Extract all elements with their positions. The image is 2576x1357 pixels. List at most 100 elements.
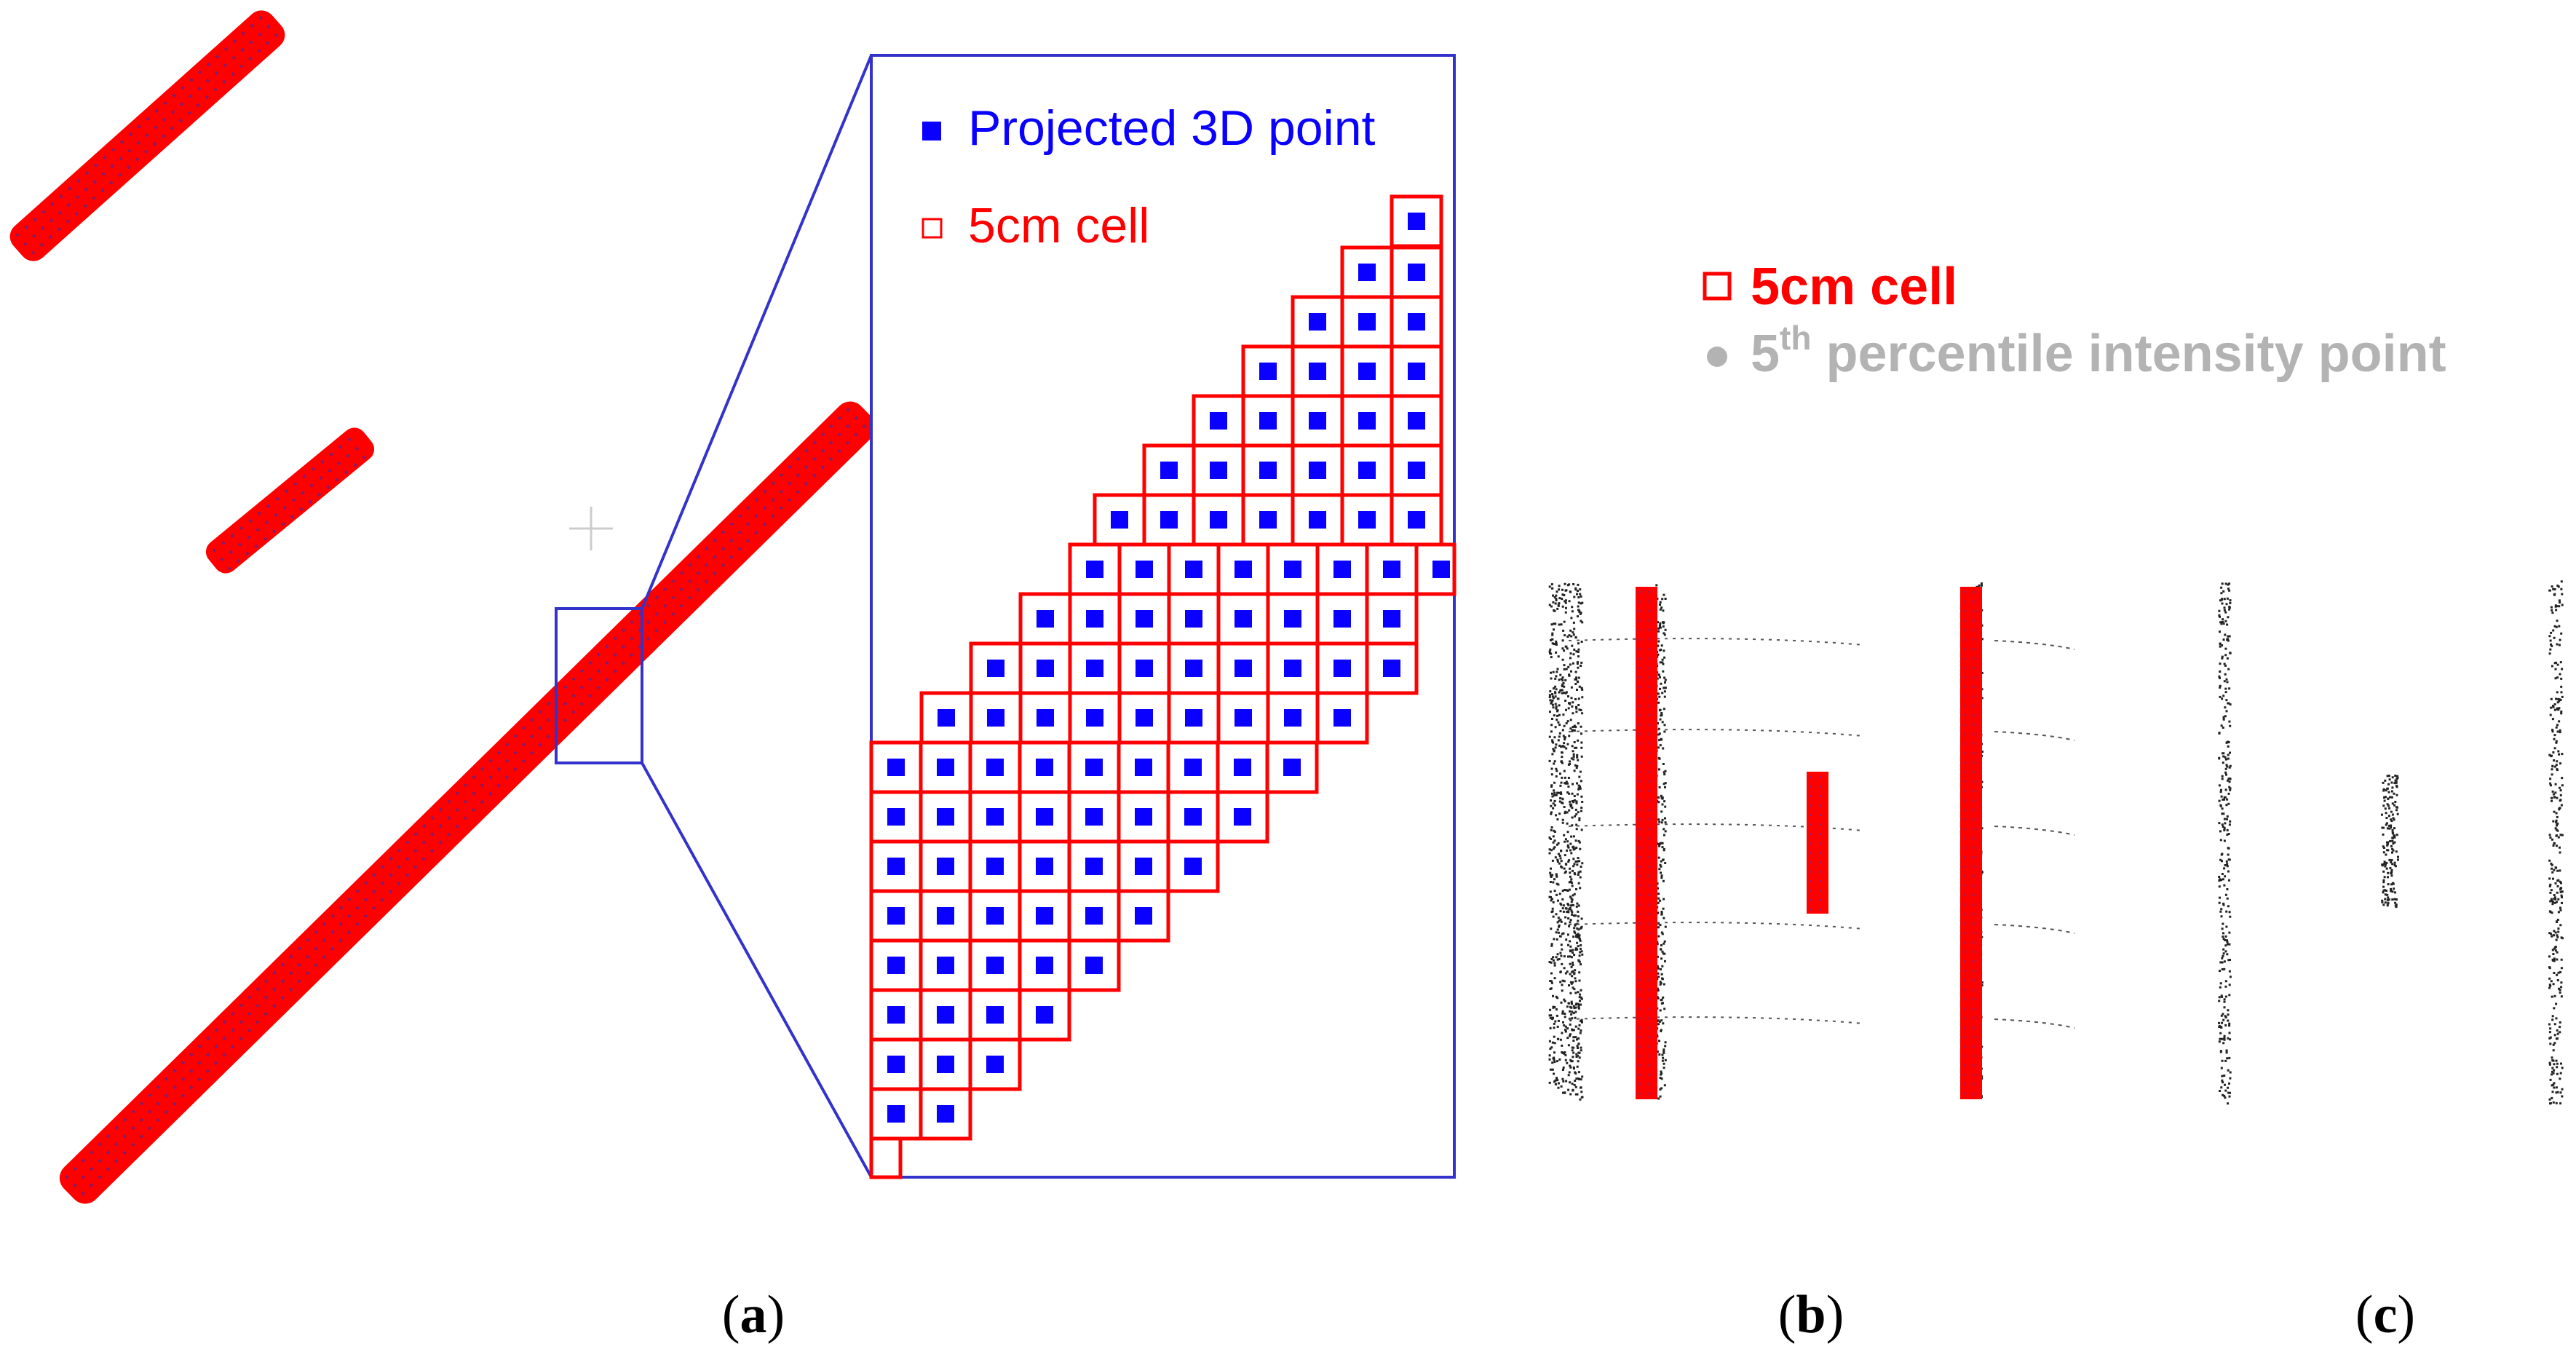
zoom-point [937,1105,954,1123]
zoom-point [1160,462,1178,479]
zoom-point [1185,660,1202,677]
zoom-point [1185,610,1202,628]
zoom-point [1259,363,1277,380]
zoom-point [986,759,1004,776]
zoom-point [1185,709,1202,727]
zoom-point [1383,561,1400,578]
strip-middle [205,427,375,574]
zoom-point [1358,412,1376,430]
panel-b-cell-column-right [1960,587,1982,1099]
caption-c: (c) [2355,1285,2415,1345]
zoom-point [1135,759,1152,776]
panel-b-trace [1568,729,1864,737]
zoom-point [1036,957,1053,974]
zoom-point [1259,511,1277,529]
panel-c-left-points [2218,582,2232,1105]
zoom-cell [1340,394,1394,448]
zoom-point [887,1006,905,1024]
zoom-point [1283,759,1301,776]
zoom-point [1037,610,1054,628]
zoom-point [1259,462,1277,479]
panel-b-cell-column-right-band [1960,587,1982,1099]
zoom-point [1136,610,1153,628]
panel-b-trace [1568,922,1864,930]
zoom-point [986,1056,1004,1073]
zoom-point [987,709,1004,727]
zoom-point [1383,660,1400,677]
zoom-point [1135,808,1152,826]
zoom-cell [869,1136,903,1179]
zoom-point [1408,363,1425,380]
zoom-point [1135,907,1152,925]
zoom-point [1085,957,1103,974]
zoom-point [1235,660,1252,677]
zoom-point [1309,462,1326,479]
zoom-point [937,1006,954,1024]
red-square-outline-icon [922,218,943,239]
zoom-cell [1018,988,1071,1042]
zoom-point [887,808,905,826]
zoom-point [1408,412,1425,430]
red-square-outline-icon [1703,272,1732,301]
zoom-point [1333,660,1351,677]
zoom-point [887,907,905,925]
zoom-point [1408,313,1425,331]
zoom-legend-cell-label: 5cm cell [968,198,1149,253]
zoom-point [986,858,1004,875]
zoom-point [1085,858,1103,875]
caption-a-open: ( [722,1285,740,1345]
zoom-point [887,1105,905,1123]
panel-b-trace [1568,1016,1864,1024]
zoom-point [1086,709,1103,727]
zoom-point [937,1056,954,1073]
zoom-point [1085,759,1103,776]
panel-b: 5cm cell 5th percentile intensity point [1548,258,2446,1101]
panel-b-trace [1994,826,2075,836]
zoom-point [1358,264,1376,281]
zoom-point [1185,561,1202,578]
panel-b-legend-percentile-label: 5th percentile intensity point [1751,319,2446,383]
panel-b-trace [1994,924,2075,934]
caption-c-close: ) [2397,1285,2415,1345]
zoom-point [1309,412,1326,430]
strip-middle-band [205,427,375,574]
zoom-point [887,858,905,875]
grey-dot-icon [1707,347,1727,367]
caption-c-open: ( [2355,1285,2374,1345]
zoom-source-box [555,607,643,764]
zoom-connector-bottom [641,762,873,1178]
zoom-point [1085,907,1103,925]
zoom-cell [968,1037,1022,1091]
zoom-point [1086,660,1103,677]
zoom-point [1210,511,1227,529]
zoom-point [887,957,905,974]
zoom-point [1235,610,1252,628]
zoom-point [887,1056,905,1073]
zoom-connector-top [641,55,873,609]
zoom-point [1210,412,1227,430]
strip-long-diagonal-band [59,401,876,1204]
zoom-point [938,709,955,727]
zoom-cell [1390,443,1443,497]
caption-b-open: ( [1778,1285,1796,1345]
panel-c-center-points [2381,775,2399,909]
zoom-point [1309,363,1326,380]
zoom-point [1037,709,1054,727]
caption-c-letter: c [2374,1285,2398,1345]
zoom-point [1184,759,1202,776]
zoom-point [1210,462,1227,479]
zoom-point [1184,858,1202,875]
zoom-point [1408,264,1425,281]
zoom-point [937,907,954,925]
zoom-point [1408,213,1425,230]
panel-b-trace [1994,640,2075,650]
zoom-point [1135,858,1152,875]
zoom-point [1309,511,1326,529]
zoom-point [1383,610,1400,628]
zoom-point [1259,412,1277,430]
zoom-cell [1216,740,1269,794]
panel-b-trace [1994,731,2075,741]
zoom-inset: Projected 3D point 5cm cell [869,54,1457,1179]
